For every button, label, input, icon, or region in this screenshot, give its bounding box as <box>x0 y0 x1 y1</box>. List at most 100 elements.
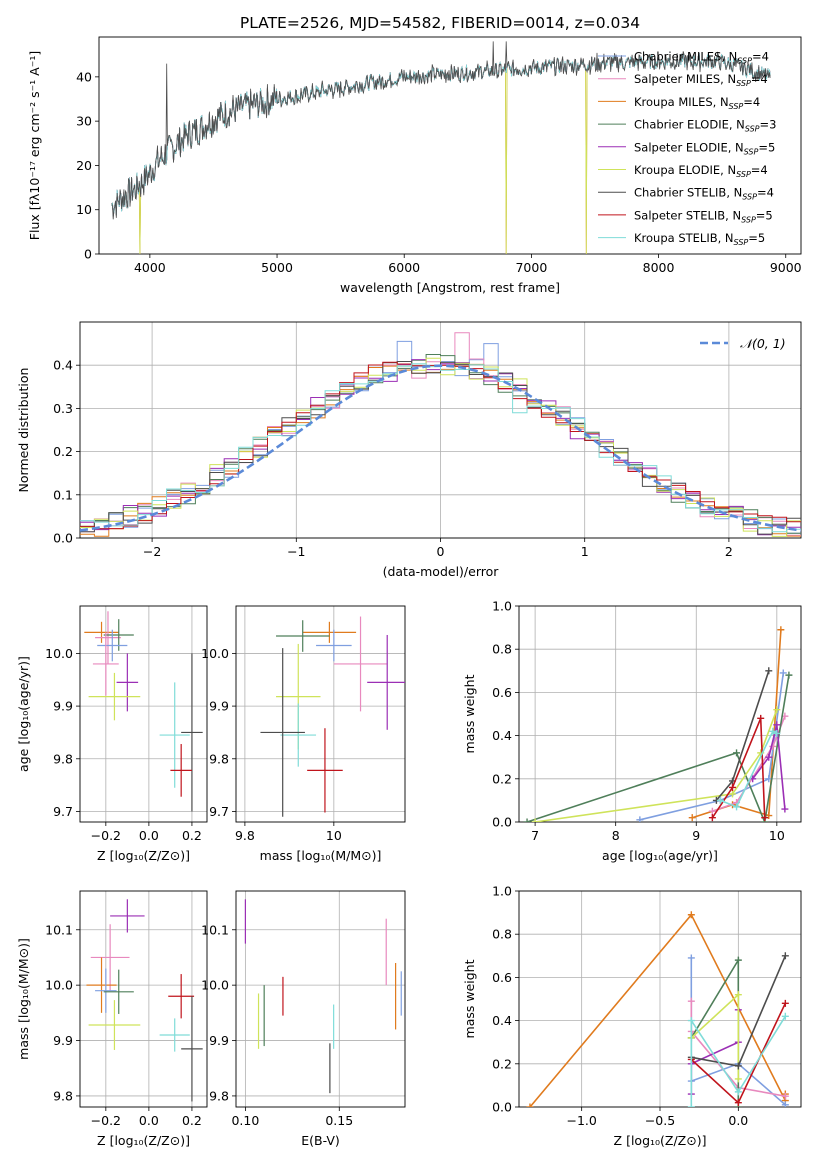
figure-title: PLATE=2526, MJD=54582, FIBERID=0014, z=0… <box>240 14 640 32</box>
mass_vs_ebv-axes: 0.10 0.15 9.8 9.9 10.0 10.1 E(B-V) <box>201 890 406 1148</box>
x-axis-label: mass [log₁₀(M/M⊙)] <box>260 848 382 863</box>
point-kroupa-miles <box>86 957 117 1013</box>
x-tick-label: 9000 <box>770 260 802 275</box>
series-marker <box>761 814 769 822</box>
y-tick-label: 0.2 <box>53 444 73 459</box>
y-tick-label: 10.0 <box>45 978 73 993</box>
plot-frame <box>235 890 406 1108</box>
y-tick-label: 1.0 <box>492 599 512 614</box>
series-marker <box>773 706 781 714</box>
age_vs_Z-axes: −0.2 0.0 0.2 9.7 9.8 9.9 10.0 Z [log₁₀(Z/Z⊙)] ag… <box>16 605 208 863</box>
x-axis-label: wavelength [Angstrom, rest frame] <box>340 280 560 295</box>
y-axis-label: Flux [fλ10⁻¹⁷ erg cm⁻² s⁻¹ A⁻¹] <box>27 51 42 240</box>
x-axis-label: (data-model)/error <box>383 564 500 579</box>
series-marker <box>729 783 737 791</box>
age_vs_mass-axes: 9.8 10 9.7 9.8 9.9 10.0 mass [log₁₀(M/M⊙)] <box>201 605 406 863</box>
point-chabrier-stelib <box>260 648 305 817</box>
series-marker <box>708 814 716 822</box>
point-salpeter-stelib <box>168 974 195 1019</box>
plot-frame <box>79 890 208 1108</box>
point-kroupa-miles <box>84 621 119 643</box>
x-tick-label: 8 <box>612 828 620 843</box>
legend-label: Kroupa ELODIE, NSSP=4 <box>634 163 768 179</box>
series-marker <box>757 714 765 722</box>
x-axis-label: E(B-V) <box>301 1133 340 1148</box>
series-marker <box>687 911 695 919</box>
series-marker <box>687 954 695 962</box>
point-salpeter-elodie <box>116 653 139 712</box>
plot-frame <box>518 890 802 1108</box>
x-tick-label: 8000 <box>643 260 675 275</box>
series-marker <box>734 1099 742 1107</box>
x-tick-label: −1 <box>287 544 305 559</box>
x-axis-label: Z [log₁₀(Z/Z⊙)] <box>97 848 190 863</box>
series-marker <box>765 753 773 761</box>
x-axis-label: Z [log₁₀(Z/Z⊙)] <box>614 1133 707 1148</box>
y-tick-label: 0.4 <box>53 358 73 373</box>
x-tick-label: 5000 <box>261 260 293 275</box>
series-marker <box>734 991 742 999</box>
x-tick-label: 0.0 <box>139 828 159 843</box>
point-chabrier-miles <box>316 629 352 662</box>
plot-frame <box>518 605 802 823</box>
x-tick-label: −2 <box>143 544 161 559</box>
legend-label: Salpeter STELIB, NSSP=5 <box>634 208 773 224</box>
point-kroupa-stelib <box>159 682 190 788</box>
series-marker <box>531 818 539 822</box>
series-salpeter-elodie <box>749 721 789 813</box>
histogram-chabrier-elodie <box>80 354 801 534</box>
y-tick-label: 9.7 <box>53 804 73 819</box>
series-marker <box>523 818 531 822</box>
x-tick-label: −0.2 <box>91 1113 121 1128</box>
point-chabrier-elodie <box>103 969 134 1014</box>
weight_vs_age-axes: 7 8 9 10 0.0 0.2 0.4 0.6 0.8 1.0 age [log₁₀(age/yr… <box>462 599 802 863</box>
series-marker <box>765 667 773 675</box>
y-tick-label: 9.9 <box>53 699 73 714</box>
point-kroupa-elodie <box>88 1000 141 1050</box>
y-tick-label: 9.9 <box>209 699 229 714</box>
series-marker <box>785 671 793 679</box>
series-marker <box>729 790 737 798</box>
series-marker <box>781 1092 789 1100</box>
weight_vs_Z-axes: −1.0 −0.5 0.0 0.0 0.2 0.4 0.6 0.8 1.0 Z [log₁₀(Z/… <box>462 884 802 1148</box>
x-tick-label: 6000 <box>388 260 420 275</box>
x-tick-label: −1.0 <box>566 1113 596 1128</box>
y-axis-label: mass weight <box>462 674 477 753</box>
point-kroupa-miles <box>302 621 357 643</box>
x-tick-label: 7 <box>531 828 539 843</box>
x-tick-label: 0.10 <box>231 1113 259 1128</box>
plot-frame <box>235 605 406 823</box>
series-marker <box>687 1017 695 1025</box>
y-tick-label: 0.3 <box>53 401 73 416</box>
series-marker <box>734 1062 742 1070</box>
spectrum-line-chabrier-stelib <box>111 41 771 220</box>
y-axis-label: mass weight <box>462 959 477 1038</box>
series-marker <box>734 956 742 964</box>
plot-frame <box>79 605 208 823</box>
x-tick-label: 0.0 <box>139 1113 159 1128</box>
point-chabrier-miles <box>95 968 117 1013</box>
series-line <box>534 709 778 822</box>
point-chabrier-stelib <box>181 996 203 1102</box>
mass_vs_Z-axes: −0.2 0.0 0.2 9.8 9.9 10.0 10.1 Z [log₁₀(Z/Z⊙)] m… <box>16 890 208 1148</box>
y-axis-label: Normed distribution <box>16 368 31 493</box>
point-salpeter-miles <box>92 632 119 696</box>
series-marker <box>781 805 789 813</box>
series-kroupa-stelib <box>687 1012 789 1107</box>
y-tick-label: 0.4 <box>492 728 512 743</box>
point-kroupa-stelib <box>280 703 317 767</box>
y-tick-label: 0.6 <box>492 970 512 985</box>
point-salpeter-miles <box>333 616 388 712</box>
spectrum-axes: 4000 5000 6000 7000 8000 9000 0 10 20 30 40 wavelen… <box>27 36 802 295</box>
series-line <box>711 717 766 819</box>
legend-label: Salpeter ELODIE, NSSP=5 <box>634 140 775 156</box>
y-tick-label: 40 <box>76 69 92 84</box>
x-tick-label: 4000 <box>134 260 166 275</box>
point-kroupa-stelib <box>159 1018 190 1052</box>
x-tick-label: 0.15 <box>325 1113 353 1128</box>
point-chabrier-stelib <box>181 653 203 812</box>
x-tick-label: 0 <box>437 544 445 559</box>
x-tick-label: 9 <box>692 828 700 843</box>
normal-curve <box>80 364 801 532</box>
residuals-axes: −2 −1 0 1 2 0.0 0.1 0.2 0.3 0.4 (data-model)/error… <box>16 321 802 579</box>
